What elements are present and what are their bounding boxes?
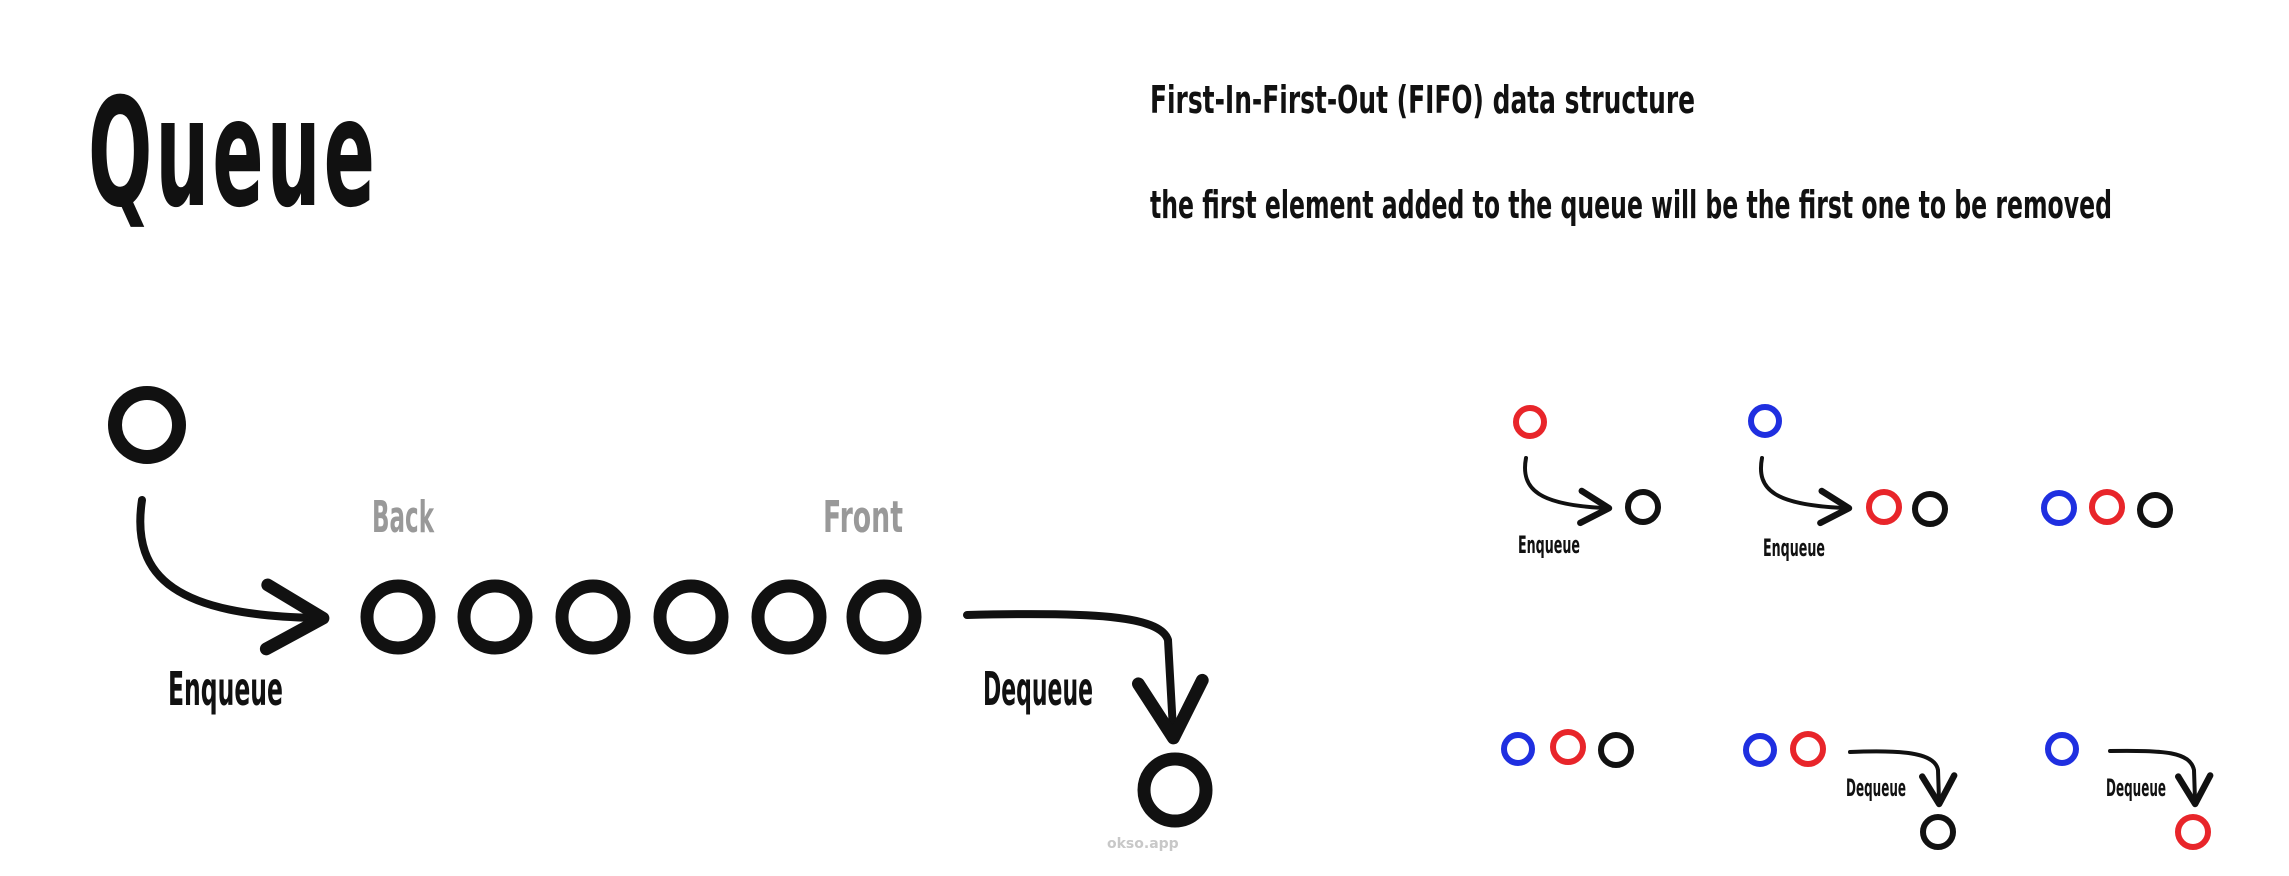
red-element [1866, 489, 1902, 525]
step1-enqueue-label: Enqueue [1518, 531, 1580, 559]
red-element [1513, 405, 1547, 439]
blue-element [1743, 733, 1777, 767]
step5-dequeue-arrow [1848, 749, 1958, 808]
front-label: Front [823, 492, 903, 543]
incoming-element [108, 386, 186, 464]
example-step-1: Enqueue [1513, 405, 1661, 559]
black-element [1598, 732, 1634, 768]
step1-enqueue-arrow [1523, 456, 1613, 527]
black-element [1912, 491, 1948, 527]
red-element [1550, 729, 1586, 765]
queue-item [457, 579, 533, 655]
queue-item [653, 579, 729, 655]
fifo-explanation: the first element added to the queue wil… [1150, 183, 2112, 227]
blue-element [1748, 404, 1782, 438]
fifo-definition: First-In-First-Out (FIFO) data structure [1150, 78, 1695, 122]
black-element [1920, 814, 1956, 850]
blue-element [2041, 490, 2077, 526]
back-label: Back [372, 492, 435, 543]
example-step-5: Dequeue [1743, 731, 1958, 850]
enqueue-label: Enqueue [168, 662, 283, 716]
queue-item [555, 579, 631, 655]
enqueue-arrow [136, 496, 330, 656]
example-step-2: Enqueue [1748, 404, 1948, 562]
example-step-3 [2041, 489, 2173, 528]
red-element [2089, 489, 2125, 525]
red-element [2175, 814, 2211, 850]
step2-enqueue-arrow [1759, 456, 1853, 527]
black-element [1625, 489, 1661, 525]
blue-element [1501, 732, 1535, 766]
step2-enqueue-label: Enqueue [1763, 534, 1825, 562]
main-queue-diagram: Enqueue Back Front Dequeue okso.app [108, 386, 1213, 852]
queue-item [846, 579, 922, 655]
red-element [1790, 731, 1826, 767]
dequeue-arrow [963, 610, 1209, 745]
removed-element [1137, 752, 1213, 828]
page-title: Queue [88, 67, 378, 241]
watermark: okso.app [1107, 836, 1179, 852]
queue-item [751, 579, 827, 655]
queue-item [360, 579, 436, 655]
example-step-4 [1501, 729, 1634, 768]
step6-dequeue-arrow [2108, 748, 2214, 808]
step6-dequeue-label: Dequeue [2106, 774, 2166, 802]
example-step-6: Dequeue [2045, 732, 2214, 850]
black-element [2137, 492, 2173, 528]
step5-dequeue-label: Dequeue [1846, 774, 1906, 802]
blue-element [2045, 732, 2079, 766]
dequeue-label: Dequeue [983, 662, 1093, 716]
